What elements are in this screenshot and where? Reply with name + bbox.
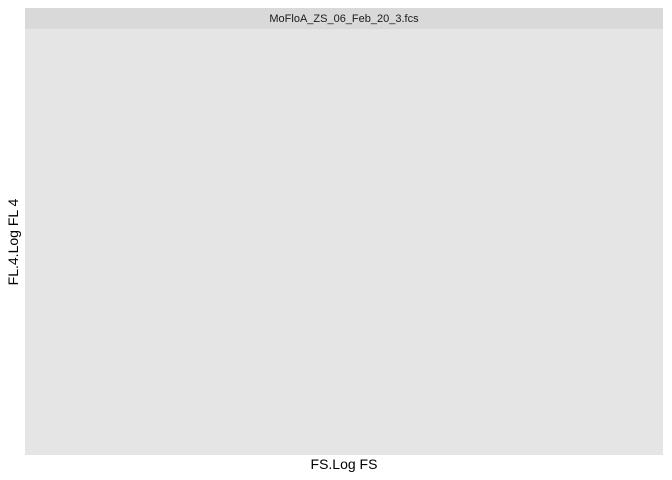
plot-area <box>25 29 663 455</box>
plot-panel <box>25 29 663 455</box>
y-axis-label: FL.4.Log FL 4 <box>5 198 21 286</box>
facet-title: MoFloA_ZS_06_Feb_20_3.fcs <box>269 12 419 25</box>
x-axis-label: FS.Log FS <box>310 456 378 472</box>
facet-strip: MoFloA_ZS_06_Feb_20_3.fcs <box>25 8 663 29</box>
